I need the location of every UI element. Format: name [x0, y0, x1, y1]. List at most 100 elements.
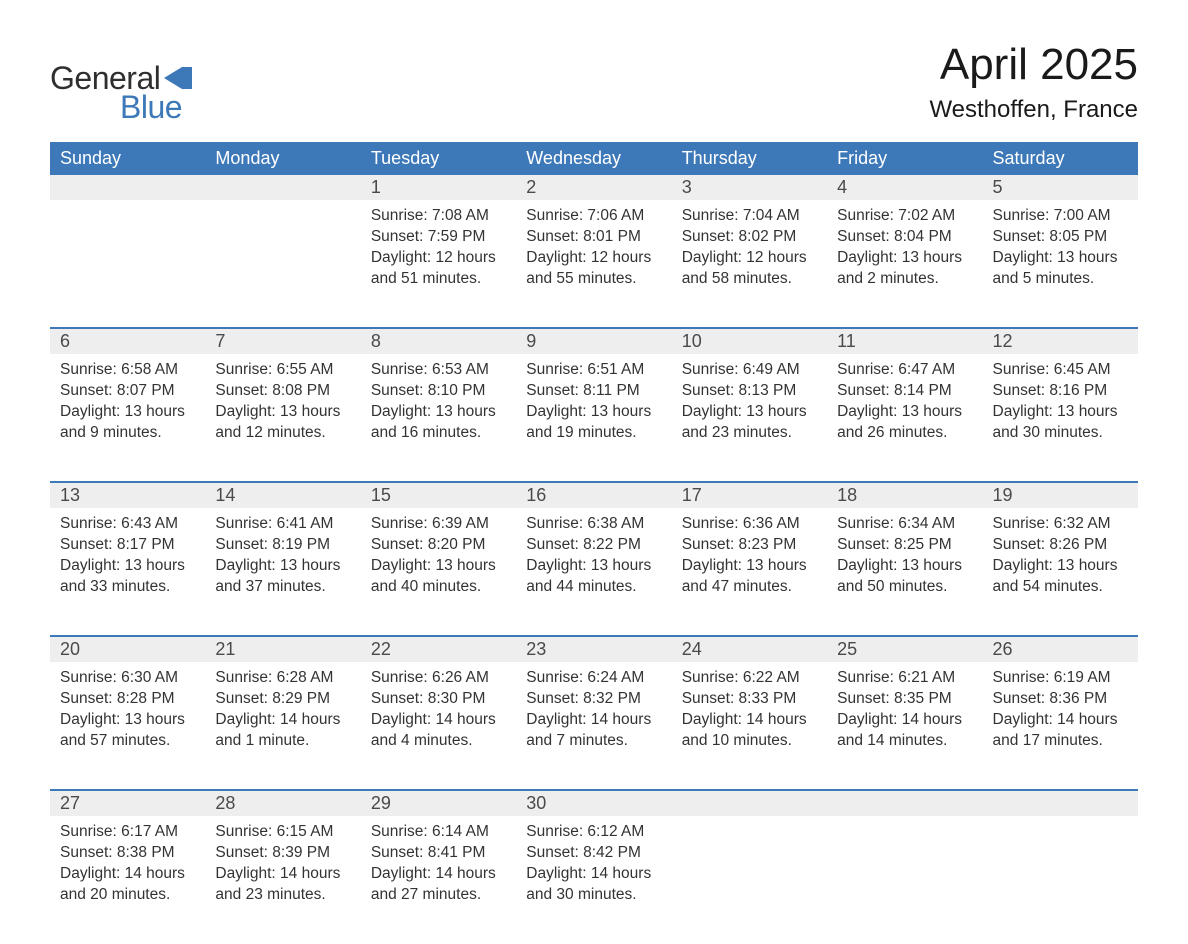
day-dl2: and 50 minutes. — [837, 577, 972, 598]
day-sunset: Sunset: 8:20 PM — [371, 535, 506, 556]
day-content: Sunrise: 6:24 AMSunset: 8:32 PMDaylight:… — [516, 662, 671, 766]
title-block: April 2025 Westhoffen, France — [929, 40, 1138, 134]
daynum-cell — [983, 791, 1138, 816]
day-dl2: and 40 minutes. — [371, 577, 506, 598]
day-cell: Sunrise: 7:08 AMSunset: 7:59 PMDaylight:… — [361, 200, 516, 328]
day-sunrise: Sunrise: 6:49 AM — [682, 360, 817, 381]
daynum-cell: 16 — [516, 483, 671, 508]
daynum-cell: 8 — [361, 329, 516, 354]
day-number: 4 — [827, 175, 982, 200]
daynum-cell: 9 — [516, 329, 671, 354]
day-cell: Sunrise: 6:43 AMSunset: 8:17 PMDaylight:… — [50, 508, 205, 636]
day-sunrise: Sunrise: 6:47 AM — [837, 360, 972, 381]
day-cell: Sunrise: 6:55 AMSunset: 8:08 PMDaylight:… — [205, 354, 360, 482]
daynum-cell: 17 — [672, 483, 827, 508]
daynum-cell: 19 — [983, 483, 1138, 508]
day-dl1: Daylight: 13 hours — [837, 402, 972, 423]
day-number: 1 — [361, 175, 516, 200]
day-dl2: and 57 minutes. — [60, 731, 195, 752]
day-dl2: and 27 minutes. — [371, 885, 506, 906]
day-cell: Sunrise: 6:36 AMSunset: 8:23 PMDaylight:… — [672, 508, 827, 636]
day-content: Sunrise: 7:06 AMSunset: 8:01 PMDaylight:… — [516, 200, 671, 304]
day-header: Tuesday — [361, 142, 516, 175]
day-cell — [672, 816, 827, 944]
day-dl2: and 2 minutes. — [837, 269, 972, 290]
day-dl1: Daylight: 14 hours — [837, 710, 972, 731]
day-header: Monday — [205, 142, 360, 175]
day-sunrise: Sunrise: 6:55 AM — [215, 360, 350, 381]
day-cell — [827, 816, 982, 944]
day-cell: Sunrise: 7:06 AMSunset: 8:01 PMDaylight:… — [516, 200, 671, 328]
day-dl1: Daylight: 12 hours — [526, 248, 661, 269]
day-cell: Sunrise: 6:30 AMSunset: 8:28 PMDaylight:… — [50, 662, 205, 790]
day-dl1: Daylight: 13 hours — [682, 556, 817, 577]
day-cell: Sunrise: 6:53 AMSunset: 8:10 PMDaylight:… — [361, 354, 516, 482]
day-cell: Sunrise: 6:14 AMSunset: 8:41 PMDaylight:… — [361, 816, 516, 944]
day-number: 9 — [516, 329, 671, 354]
day-content: Sunrise: 6:26 AMSunset: 8:30 PMDaylight:… — [361, 662, 516, 766]
day-content: Sunrise: 6:17 AMSunset: 8:38 PMDaylight:… — [50, 816, 205, 920]
daynum-cell: 13 — [50, 483, 205, 508]
day-content-row: Sunrise: 6:43 AMSunset: 8:17 PMDaylight:… — [50, 508, 1138, 636]
daynum-cell: 29 — [361, 791, 516, 816]
day-content-row: Sunrise: 6:30 AMSunset: 8:28 PMDaylight:… — [50, 662, 1138, 790]
day-dl2: and 33 minutes. — [60, 577, 195, 598]
day-sunset: Sunset: 8:32 PM — [526, 689, 661, 710]
day-sunset: Sunset: 7:59 PM — [371, 227, 506, 248]
day-number: 13 — [50, 483, 205, 508]
day-sunrise: Sunrise: 6:43 AM — [60, 514, 195, 535]
day-dl2: and 17 minutes. — [993, 731, 1128, 752]
day-sunrise: Sunrise: 6:15 AM — [215, 822, 350, 843]
month-title: April 2025 — [929, 40, 1138, 90]
day-dl2: and 55 minutes. — [526, 269, 661, 290]
day-sunset: Sunset: 8:17 PM — [60, 535, 195, 556]
daynum-cell: 18 — [827, 483, 982, 508]
day-sunrise: Sunrise: 6:36 AM — [682, 514, 817, 535]
location-label: Westhoffen, France — [929, 96, 1138, 124]
daynum-row: 27282930 — [50, 791, 1138, 816]
day-content: Sunrise: 6:53 AMSunset: 8:10 PMDaylight:… — [361, 354, 516, 458]
day-dl1: Daylight: 13 hours — [60, 556, 195, 577]
day-dl1: Daylight: 14 hours — [215, 864, 350, 885]
day-number: 30 — [516, 791, 671, 816]
day-content: Sunrise: 6:34 AMSunset: 8:25 PMDaylight:… — [827, 508, 982, 612]
day-dl2: and 10 minutes. — [682, 731, 817, 752]
day-content: Sunrise: 6:51 AMSunset: 8:11 PMDaylight:… — [516, 354, 671, 458]
day-cell — [205, 200, 360, 328]
day-number: 26 — [983, 637, 1138, 662]
day-dl2: and 30 minutes. — [526, 885, 661, 906]
daynum-cell: 4 — [827, 175, 982, 200]
day-dl1: Daylight: 13 hours — [215, 402, 350, 423]
day-sunrise: Sunrise: 6:39 AM — [371, 514, 506, 535]
day-content: Sunrise: 6:32 AMSunset: 8:26 PMDaylight:… — [983, 508, 1138, 612]
day-sunrise: Sunrise: 6:26 AM — [371, 668, 506, 689]
day-sunset: Sunset: 8:07 PM — [60, 381, 195, 402]
day-content: Sunrise: 7:00 AMSunset: 8:05 PMDaylight:… — [983, 200, 1138, 304]
daynum-row: 6789101112 — [50, 329, 1138, 354]
day-dl2: and 23 minutes. — [215, 885, 350, 906]
day-dl1: Daylight: 14 hours — [993, 710, 1128, 731]
day-sunset: Sunset: 8:36 PM — [993, 689, 1128, 710]
day-sunset: Sunset: 8:29 PM — [215, 689, 350, 710]
day-number: 29 — [361, 791, 516, 816]
day-dl2: and 23 minutes. — [682, 423, 817, 444]
day-content: Sunrise: 6:55 AMSunset: 8:08 PMDaylight:… — [205, 354, 360, 458]
day-cell: Sunrise: 6:32 AMSunset: 8:26 PMDaylight:… — [983, 508, 1138, 636]
calendar-table: Sunday Monday Tuesday Wednesday Thursday… — [50, 142, 1138, 944]
day-sunset: Sunset: 8:22 PM — [526, 535, 661, 556]
day-cell: Sunrise: 6:22 AMSunset: 8:33 PMDaylight:… — [672, 662, 827, 790]
day-number: 16 — [516, 483, 671, 508]
day-sunset: Sunset: 8:04 PM — [837, 227, 972, 248]
day-sunrise: Sunrise: 7:02 AM — [837, 206, 972, 227]
daynum-cell — [50, 175, 205, 200]
day-dl1: Daylight: 13 hours — [371, 556, 506, 577]
day-content-row: Sunrise: 6:58 AMSunset: 8:07 PMDaylight:… — [50, 354, 1138, 482]
daynum-cell: 21 — [205, 637, 360, 662]
day-content-row: Sunrise: 7:08 AMSunset: 7:59 PM Daylight:… — [50, 200, 1138, 328]
day-number: 6 — [50, 329, 205, 354]
day-dl2: and 12 minutes. — [215, 423, 350, 444]
day-dl1: Daylight: 13 hours — [60, 402, 195, 423]
day-sunrise: Sunrise: 6:34 AM — [837, 514, 972, 535]
day-sunset: Sunset: 8:10 PM — [371, 381, 506, 402]
day-sunrise: Sunrise: 7:08 AM — [371, 206, 506, 227]
